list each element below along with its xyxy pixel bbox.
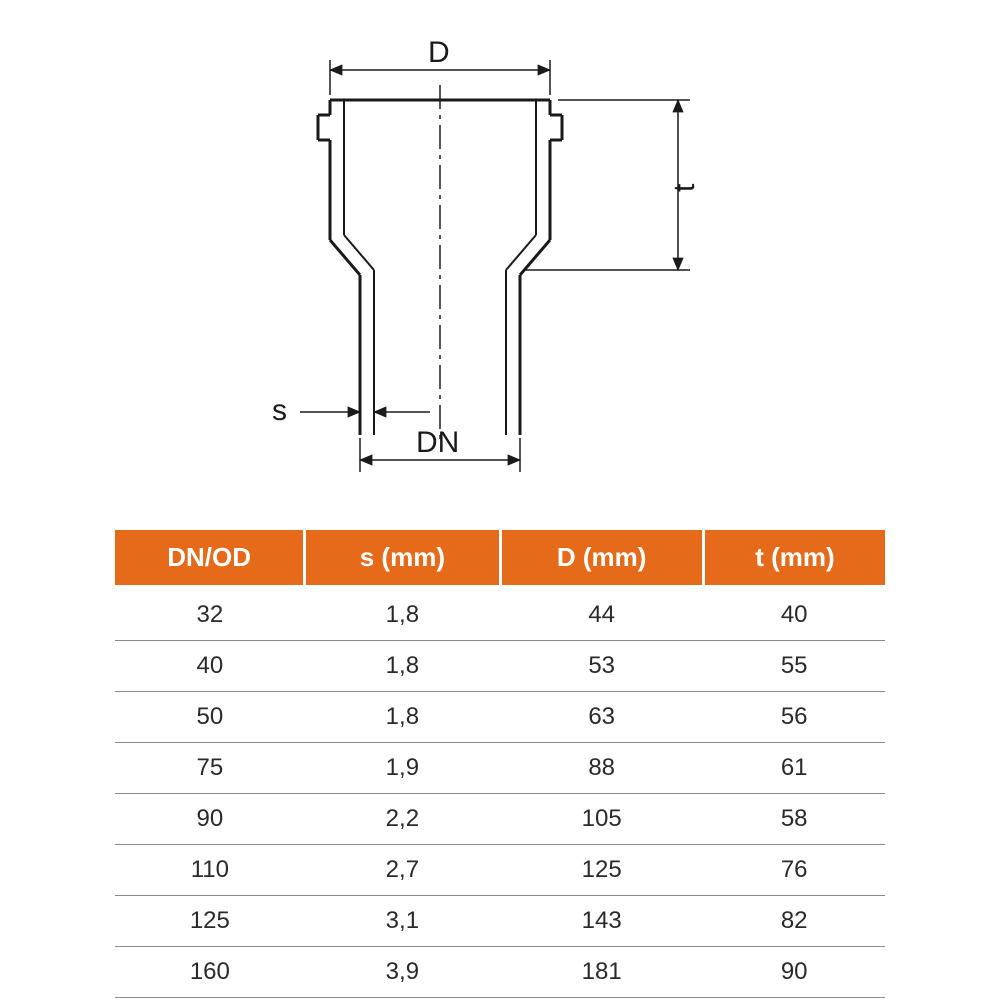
table-cell: 82 bbox=[703, 896, 885, 947]
table-cell: 1,9 bbox=[305, 743, 500, 794]
table-row: 1603,918190 bbox=[115, 947, 885, 998]
dimensions-table: DN/OD s (mm) D (mm) t (mm) 321,84440401,… bbox=[115, 530, 885, 998]
table-cell: 40 bbox=[703, 585, 885, 641]
table-row: 751,98861 bbox=[115, 743, 885, 794]
table-cell: 53 bbox=[500, 641, 703, 692]
table-row: 1102,712576 bbox=[115, 845, 885, 896]
table-cell: 125 bbox=[500, 845, 703, 896]
table-cell: 143 bbox=[500, 896, 703, 947]
table-cell: 105 bbox=[500, 794, 703, 845]
table-cell: 181 bbox=[500, 947, 703, 998]
table-row: 501,86356 bbox=[115, 692, 885, 743]
table-cell: 75 bbox=[115, 743, 305, 794]
table-cell: 1,8 bbox=[305, 641, 500, 692]
dim-label-t: t bbox=[668, 183, 701, 192]
table-cell: 3,1 bbox=[305, 896, 500, 947]
table-cell: 2,7 bbox=[305, 845, 500, 896]
col-header: D (mm) bbox=[500, 530, 703, 585]
table-cell: 63 bbox=[500, 692, 703, 743]
table-cell: 50 bbox=[115, 692, 305, 743]
table-row: 1253,114382 bbox=[115, 896, 885, 947]
col-header: t (mm) bbox=[703, 530, 885, 585]
dim-label-s: s bbox=[272, 394, 287, 427]
table-cell: 55 bbox=[703, 641, 885, 692]
table-cell: 1,8 bbox=[305, 585, 500, 641]
table-cell: 76 bbox=[703, 845, 885, 896]
table-cell: 58 bbox=[703, 794, 885, 845]
table-cell: 90 bbox=[703, 947, 885, 998]
table-row: 902,210558 bbox=[115, 794, 885, 845]
table-cell: 56 bbox=[703, 692, 885, 743]
technical-diagram: D t DN s bbox=[180, 40, 820, 480]
table-cell: 3,9 bbox=[305, 947, 500, 998]
table-cell: 88 bbox=[500, 743, 703, 794]
table-cell: 90 bbox=[115, 794, 305, 845]
dim-label-dn: DN bbox=[416, 426, 459, 459]
table-cell: 40 bbox=[115, 641, 305, 692]
table-cell: 125 bbox=[115, 896, 305, 947]
col-header: DN/OD bbox=[115, 530, 305, 585]
table-cell: 44 bbox=[500, 585, 703, 641]
table-cell: 61 bbox=[703, 743, 885, 794]
dim-label-d: D bbox=[428, 40, 450, 69]
table-row: 321,84440 bbox=[115, 585, 885, 641]
table-cell: 1,8 bbox=[305, 692, 500, 743]
table-cell: 32 bbox=[115, 585, 305, 641]
table-cell: 160 bbox=[115, 947, 305, 998]
col-header: s (mm) bbox=[305, 530, 500, 585]
table-header-row: DN/OD s (mm) D (mm) t (mm) bbox=[115, 530, 885, 585]
table-cell: 2,2 bbox=[305, 794, 500, 845]
table-row: 401,85355 bbox=[115, 641, 885, 692]
table-cell: 110 bbox=[115, 845, 305, 896]
